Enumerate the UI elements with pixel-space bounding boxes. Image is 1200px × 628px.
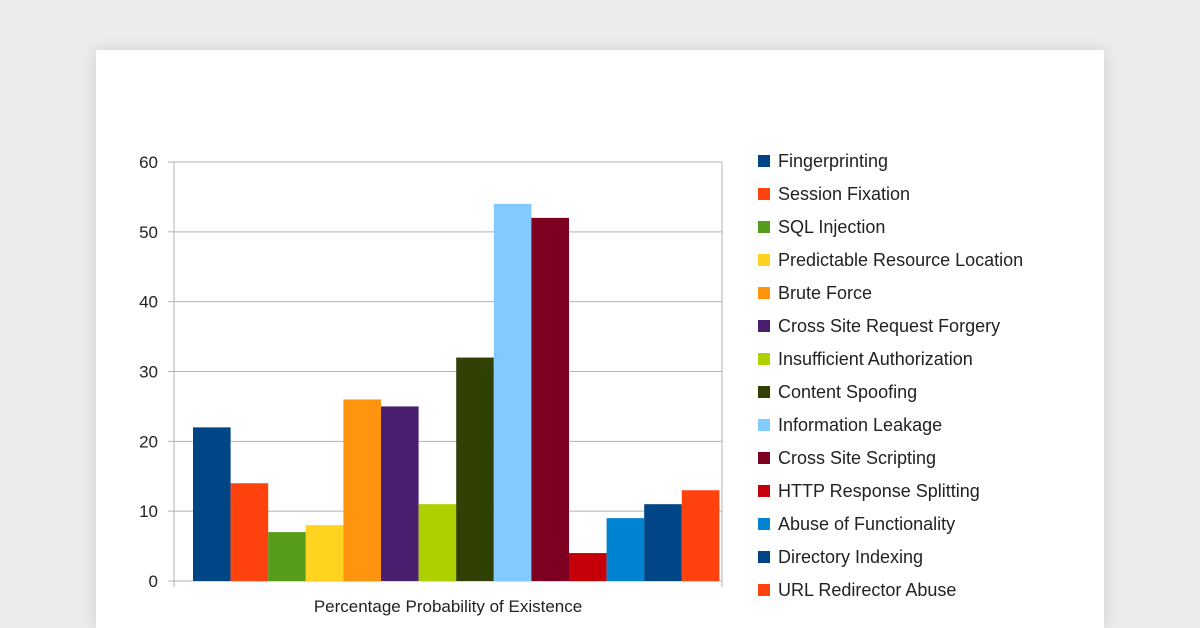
bar-abuse-of-functionality [606,518,645,581]
legend-swatch [758,419,770,431]
y-tick-label: 60 [139,153,158,172]
legend-swatch [758,287,770,299]
bar-cross-site-scripting [531,217,569,581]
bar-url-redirector-abuse [681,490,720,581]
bar-fingerprinting [193,427,231,581]
legend-label: Information Leakage [778,415,942,435]
bar-directory-indexing [644,504,682,581]
legend-label: Cross Site Scripting [778,448,936,468]
legend-swatch [758,584,770,596]
legend-swatch [758,254,770,266]
legend-label: Predictable Resource Location [778,250,1023,270]
legend-label: Brute Force [778,283,872,303]
legend-label: Cross Site Request Forgery [778,316,1000,336]
legend-swatch [758,485,770,497]
bar-predictable-resource-location [305,525,344,581]
legend-swatch [758,452,770,464]
legend-swatch [758,221,770,233]
legend-swatch [758,551,770,563]
legend-label: SQL Injection [778,217,885,237]
y-tick-label: 20 [139,432,158,451]
chart-card: 0 10 20 30 40 50 60 Percentage Probability of … [96,50,1104,628]
bar-session-fixation [230,483,269,581]
legend-swatch [758,320,770,332]
legend: Fingerprinting Session Fixation SQL Inject… [758,151,1023,600]
legend-label: HTTP Response Splitting [778,481,980,501]
legend-swatch [758,518,770,530]
legend-label: URL Redirector Abuse [778,580,956,600]
bar-insufficient-authorization [418,504,457,581]
y-tick-labels: 0 10 20 30 40 50 60 [139,153,158,591]
bar-information-leakage [493,203,532,581]
legend-swatch [758,353,770,365]
bar-cross-site-request-forgery [381,406,419,581]
legend-label: Directory Indexing [778,547,923,567]
legend-label: Session Fixation [778,184,910,204]
legend-label: Content Spoofing [778,382,917,402]
x-axis-label: Percentage Probability of Existence [314,597,582,616]
y-tick-label: 10 [139,502,158,521]
y-tick-label: 30 [139,363,158,382]
legend-swatch [758,188,770,200]
y-tick-label: 50 [139,223,158,242]
bar-content-spoofing [456,357,494,581]
bar-http-response-splitting [569,553,607,581]
legend-swatch [758,155,770,167]
bars [193,203,720,581]
bar-brute-force [343,399,381,581]
bar-chart: 0 10 20 30 40 50 60 Percentage Probability of … [139,151,1023,616]
y-tick-label: 40 [139,293,158,312]
legend-label: Abuse of Functionality [778,514,955,534]
bar-sql-injection [268,532,306,581]
y-tick-label: 0 [149,572,158,591]
legend-label: Insufficient Authorization [778,349,973,369]
legend-label: Fingerprinting [778,151,888,171]
legend-swatch [758,386,770,398]
